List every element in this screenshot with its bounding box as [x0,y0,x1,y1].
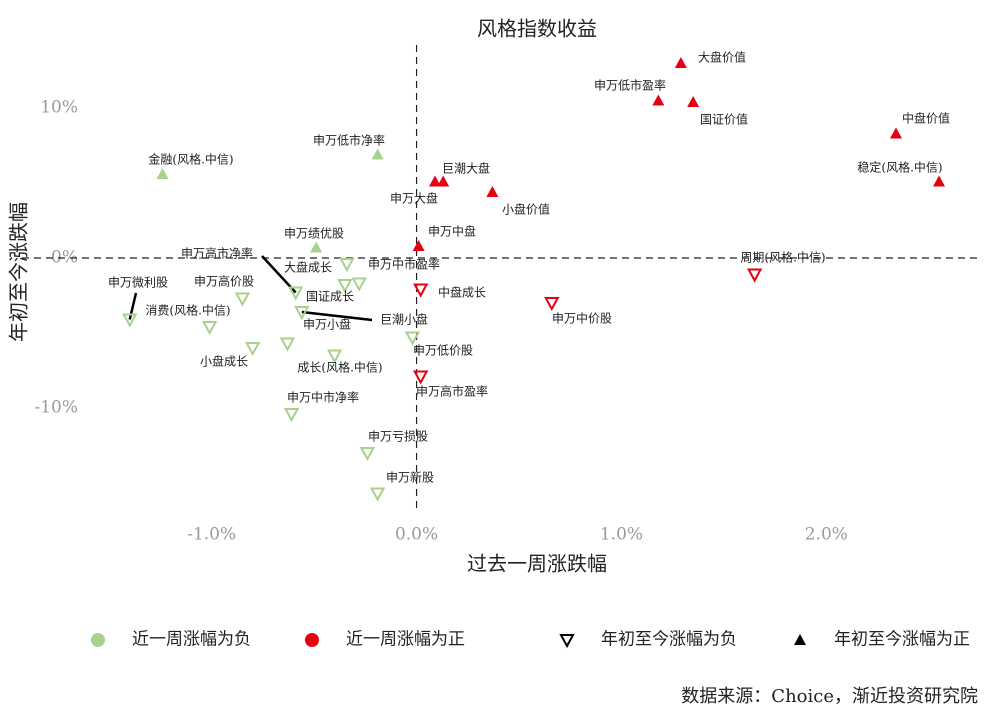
point-label: 申万低价股 [413,344,473,358]
point-label: 申万中价股 [552,311,612,326]
source-note: 数据来源：Choice，渐近投资研究院 [681,686,978,707]
point [674,57,687,68]
point-label: 申万低市净率 [313,133,385,148]
legend-label: 近一周涨幅为正 [346,630,465,650]
leader-line [261,255,297,294]
x-axis-label: 过去一周涨跌幅 [467,552,607,576]
point [412,370,429,385]
point-label: 申万低市盈率 [594,78,666,93]
point-label: 申万高市净率 [181,246,253,261]
legend-swatch [559,634,575,649]
legend-swatch [305,633,319,647]
chart-title: 风格指数收益 [477,17,597,41]
point-label: 小盘价值 [502,202,550,217]
legend-swatch [91,633,105,647]
point [234,292,251,307]
point-label: 申万高市盈率 [416,384,488,399]
point [310,241,323,253]
point-label: 周期(风格.中信) [740,250,825,265]
point [369,487,386,502]
point-label: 小盘成长 [200,354,248,369]
point-label: 大盘成长 [284,260,332,275]
point-label: 申万新股 [386,470,434,485]
point-label: 国证价值 [700,112,748,127]
point-label: 稳定(风格.中信) [857,160,942,175]
point [889,127,902,139]
x-tick-label: -1.0% [187,525,236,545]
point-label: 大盘价值 [698,50,746,65]
point [404,331,421,346]
point [279,337,296,352]
point-label: 巨潮大盘 [442,161,490,176]
point [746,268,763,283]
y-tick-label: 10% [40,98,78,118]
point [652,94,665,106]
point-label: 中盘价值 [902,111,950,126]
point-label: 巨潮小盘 [380,312,428,327]
point-label: 申万小盘 [303,317,351,332]
point [156,168,169,179]
point-label: 申万亏损股 [368,430,428,444]
point [359,447,376,462]
point-label: 成长(风格.中信) [297,360,382,375]
point [326,349,343,364]
x-tick-label: 1.0% [600,525,643,545]
leader-line [301,310,373,322]
point-label: 申万大盘 [390,191,438,206]
point [201,321,218,336]
x-tick-label: 0.0% [395,525,438,545]
point [339,258,355,273]
point-label: 消费(风格.中信) [145,303,230,318]
legend-label: 年初至今涨幅为负 [601,630,737,650]
point [429,175,442,187]
point-label: 申万高价股 [194,274,254,289]
point [244,342,261,357]
point [337,279,353,294]
legend-label: 年初至今涨幅为正 [834,630,970,650]
point [371,148,384,160]
point [486,186,499,197]
point [294,306,310,321]
point [687,96,700,107]
y-axis-label: 年初至今涨跌幅 [7,202,31,342]
point [122,313,138,328]
point-label: 申万微利股 [108,276,168,290]
point [933,175,946,187]
point-label: 申万中盘 [428,224,476,239]
point-label: 申万绩优股 [284,227,344,241]
point [544,297,560,312]
point [351,277,367,292]
point [283,408,300,423]
x-tick-label: 2.0% [805,525,848,545]
point-label: 国证成长 [306,290,354,304]
legend-label: 近一周涨幅为负 [132,630,251,650]
point [437,175,450,187]
y-tick-label: -10% [34,398,78,418]
point-label: 金融(风格.中信) [148,152,233,167]
point [412,283,429,298]
point-label: 中盘成长 [438,285,486,300]
point-label: 申万中市净率 [287,390,359,405]
point [412,240,425,251]
point-label: 申万中市盈率 [368,257,440,272]
legend-swatch [794,634,806,645]
point [288,286,304,301]
